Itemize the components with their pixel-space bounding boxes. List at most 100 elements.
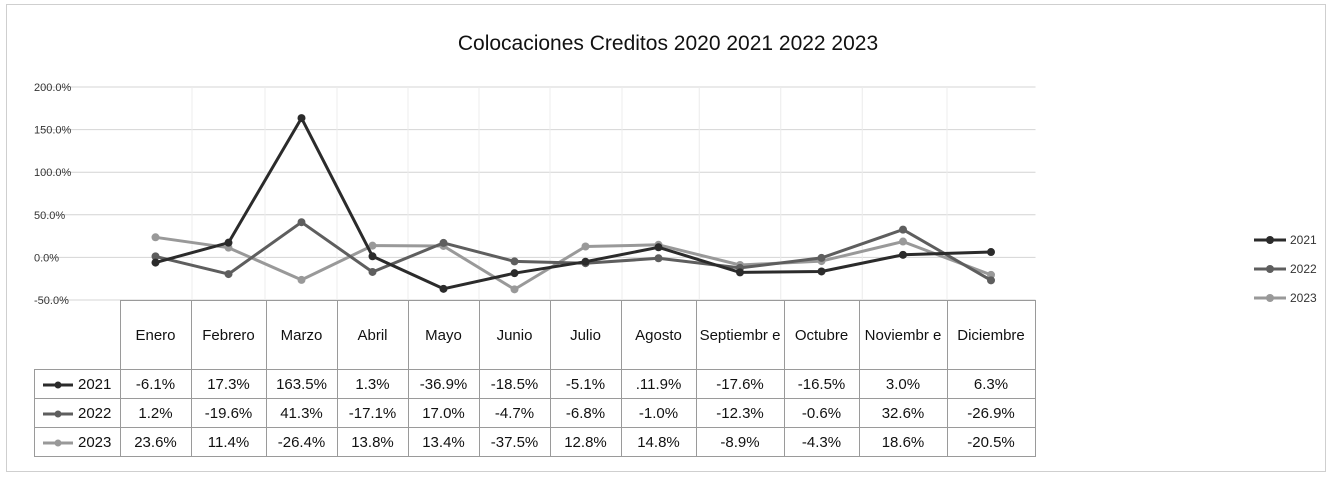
- data-point: [151, 233, 160, 242]
- y-tick-label: 200.0%: [34, 82, 72, 94]
- data-point: [224, 238, 233, 247]
- series-2022: [151, 218, 995, 285]
- category-label-abril: Abril: [336, 300, 409, 370]
- table-series-label: 2022: [34, 398, 121, 428]
- table-cell: 3.0%: [858, 369, 948, 399]
- legend-marker-icon: [1266, 294, 1274, 302]
- table-cell: -6.1%: [119, 369, 192, 399]
- data-point: [987, 276, 995, 285]
- data-point: [368, 252, 377, 261]
- table-cell: -4.7%: [478, 398, 551, 428]
- data-point: [899, 225, 907, 234]
- table-cell: -20.5%: [946, 427, 1036, 457]
- category-label-agosto: Agosto: [620, 300, 697, 370]
- data-point: [224, 270, 233, 279]
- series-2021: [151, 114, 995, 293]
- table-cell: 6.3%: [946, 369, 1036, 399]
- category-label-octubre: Octubre: [783, 300, 860, 370]
- chart-title: Colocaciones Creditos 2020 2021 2022 202…: [458, 32, 878, 55]
- legend-label: 2022: [1290, 262, 1317, 276]
- data-point: [817, 253, 826, 262]
- legend-item-2022: 2022: [1254, 262, 1317, 276]
- series-lines: [151, 114, 995, 294]
- table-cell: -19.6%: [190, 398, 267, 428]
- data-table-body: 2021 -6.1% 17.3% 163.5% 1.3% -36.9% -18.5% -5.1…: [34, 369, 1036, 457]
- legend-item-2023: 2023: [1254, 291, 1317, 305]
- table-series-name: 2021: [78, 375, 112, 393]
- table-row-2022: 2022 1.2% -19.6% 41.3% -17.1% 17.0% -4.7% -6.8%…: [34, 398, 1036, 428]
- table-cell: .11.9%: [620, 369, 697, 399]
- y-axis-ticks: -50.0%0.0%50.0%100.0%150.0%200.0%: [34, 82, 72, 307]
- y-tick-label: 0.0%: [34, 252, 59, 264]
- data-table-corner: [34, 300, 121, 370]
- data-table: Enero Febrero Marzo Abril Mayo Junio Julio Agos…: [34, 300, 1036, 457]
- y-tick-label: 50.0%: [34, 210, 65, 222]
- y-tick-label: 150.0%: [34, 125, 72, 137]
- data-point: [510, 285, 519, 294]
- table-cell: 17.0%: [407, 398, 480, 428]
- table-cell: -36.9%: [407, 369, 480, 399]
- series-key-icon: [43, 439, 73, 447]
- table-cell: 17.3%: [190, 369, 267, 399]
- table-cell: -37.5%: [478, 427, 551, 457]
- category-label-febrero: Febrero: [190, 300, 267, 370]
- table-row-2023: 2023 23.6% 11.4% -26.4% 13.8% 13.4% -37.5% 12.8…: [34, 427, 1036, 457]
- legend-marker-icon: [1266, 265, 1274, 273]
- table-series-name: 2023: [78, 433, 112, 451]
- series-key-icon: [43, 381, 73, 389]
- data-table-header: Enero Febrero Marzo Abril Mayo Junio Julio Agos…: [34, 300, 1036, 370]
- table-cell: -12.3%: [695, 398, 785, 428]
- data-point: [654, 254, 663, 263]
- table-cell: -16.5%: [783, 369, 860, 399]
- y-tick-label: 100.0%: [34, 167, 72, 179]
- data-point: [736, 268, 744, 277]
- data-point: [899, 250, 907, 259]
- data-point: [581, 242, 590, 251]
- data-point: [151, 258, 160, 267]
- legend-label: 2021: [1290, 233, 1317, 247]
- table-cell: -18.5%: [478, 369, 551, 399]
- category-label-noviembre: Noviembr e: [858, 300, 948, 370]
- data-point: [654, 243, 663, 252]
- table-cell: 12.8%: [549, 427, 622, 457]
- category-label-marzo: Marzo: [265, 300, 338, 370]
- table-cell: 13.8%: [336, 427, 409, 457]
- table-cell: -6.8%: [549, 398, 622, 428]
- legend-item-2021: 2021: [1254, 233, 1317, 247]
- category-label-julio: Julio: [549, 300, 622, 370]
- data-point: [439, 284, 448, 293]
- series-key-icon: [43, 410, 73, 418]
- table-cell: -26.4%: [265, 427, 338, 457]
- data-point: [987, 248, 995, 257]
- table-cell: 1.2%: [119, 398, 192, 428]
- table-cell: -4.3%: [783, 427, 860, 457]
- data-point: [817, 267, 826, 276]
- table-cell: -17.1%: [336, 398, 409, 428]
- category-label-septiembre: Septiembr e: [695, 300, 785, 370]
- table-row-2021: 2021 -6.1% 17.3% 163.5% 1.3% -36.9% -18.5% -5.1…: [34, 369, 1036, 399]
- table-cell: -26.9%: [946, 398, 1036, 428]
- data-point: [510, 269, 519, 278]
- table-series-label: 2021: [34, 369, 121, 399]
- table-cell: -5.1%: [549, 369, 622, 399]
- data-point: [297, 218, 306, 227]
- legend-label: 2023: [1290, 291, 1317, 305]
- table-cell: 13.4%: [407, 427, 480, 457]
- table-series-label: 2023: [34, 427, 121, 457]
- series-line-2022: [155, 220, 992, 282]
- data-point: [899, 237, 907, 246]
- table-cell: 11.4%: [190, 427, 267, 457]
- data-point: [151, 252, 160, 261]
- table-cell: 18.6%: [858, 427, 948, 457]
- category-label-junio: Junio: [478, 300, 551, 370]
- legend: 2021 2022 2023: [1254, 233, 1317, 305]
- table-cell: -8.9%: [695, 427, 785, 457]
- table-cell: 32.6%: [858, 398, 948, 428]
- data-point: [297, 275, 306, 284]
- table-cell: 23.6%: [119, 427, 192, 457]
- table-cell: -1.0%: [620, 398, 697, 428]
- table-cell: -17.6%: [695, 369, 785, 399]
- legend-marker-icon: [1266, 236, 1274, 244]
- category-label-diciembre: Diciembre: [946, 300, 1036, 370]
